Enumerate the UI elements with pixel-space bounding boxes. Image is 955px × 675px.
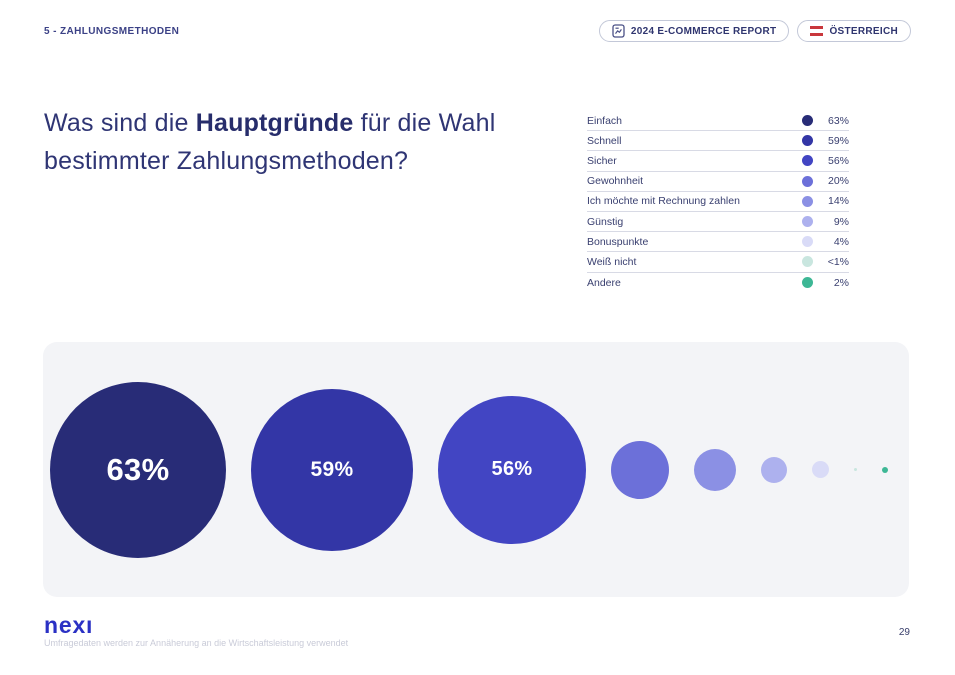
chart-panel: 63% 59% 56% bbox=[43, 342, 909, 597]
legend-label: Ich möchte mit Rechnung zahlen bbox=[587, 195, 740, 208]
legend-dot-icon bbox=[802, 236, 813, 248]
section-label: 5 - ZAHLUNGSMETHODEN bbox=[44, 25, 180, 37]
legend: Einfach 63% Schnell 59% Sicher 56% Gewohnheit 2… bbox=[587, 111, 849, 293]
legend-row: Sicher 56% bbox=[587, 151, 849, 172]
legend-row: Gewohnheit 20% bbox=[587, 172, 849, 192]
legend-row: Einfach 63% bbox=[587, 111, 849, 132]
report-badge-label: 2024 E-COMMERCE REPORT bbox=[630, 25, 777, 37]
page-number: 29 bbox=[898, 627, 910, 638]
legend-label: Schnell bbox=[587, 134, 622, 147]
legend-value: 56% bbox=[827, 154, 849, 167]
legend-row: Bonuspunkte 4% bbox=[587, 232, 849, 253]
legend-value: 14% bbox=[827, 195, 849, 208]
legend-label: Andere bbox=[587, 276, 621, 289]
legend-value: 59% bbox=[827, 134, 849, 147]
bubble-chart: 63% 59% 56% bbox=[43, 342, 909, 597]
legend-value: 2% bbox=[833, 276, 849, 289]
title-text: für die Wahl bbox=[353, 109, 496, 137]
legend-row: Weiß nicht <1% bbox=[587, 252, 849, 273]
bubble: 63% bbox=[50, 381, 226, 558]
austria-flag-icon bbox=[810, 26, 824, 36]
legend-dot-icon bbox=[802, 277, 813, 289]
page-title: Was sind die Hauptgründe für die Wahl bes… bbox=[44, 104, 584, 180]
legend-value: 9% bbox=[833, 215, 849, 228]
legend-row: Andere 2% bbox=[587, 273, 849, 293]
bubble: 59% bbox=[251, 388, 413, 551]
bubble bbox=[611, 440, 669, 499]
legend-dot-icon bbox=[802, 256, 813, 268]
legend-dot-icon bbox=[802, 135, 813, 147]
legend-dot-icon bbox=[802, 155, 813, 167]
header-badges: 2024 E-COMMERCE REPORT ÖSTERREICH bbox=[598, 20, 911, 42]
bubble: 56% bbox=[438, 395, 586, 544]
legend-label: Günstig bbox=[587, 215, 624, 228]
legend-label: Gewohnheit bbox=[587, 175, 644, 188]
legend-value: 63% bbox=[827, 114, 849, 127]
bubble bbox=[854, 468, 857, 471]
legend-row: Ich möchte mit Rechnung zahlen 14% bbox=[587, 192, 849, 212]
footer-disclaimer: Umfragedaten werden zur Annäherung an di… bbox=[44, 638, 349, 648]
title-text: bestimmter Zahlungsmethoden? bbox=[44, 147, 409, 175]
country-badge-label: ÖSTERREICH bbox=[829, 25, 898, 37]
legend-label: Sicher bbox=[587, 154, 617, 167]
legend-dot-icon bbox=[802, 195, 813, 207]
legend-row: Schnell 59% bbox=[587, 131, 849, 152]
top-bar: 5 - ZAHLUNGSMETHODEN 2024 E-COMMERCE REP… bbox=[44, 19, 911, 43]
country-badge[interactable]: ÖSTERREICH bbox=[797, 20, 911, 42]
legend-value: <1% bbox=[827, 255, 849, 268]
legend-value: 4% bbox=[833, 235, 849, 248]
report-document-icon bbox=[612, 24, 625, 38]
legend-row: Günstig 9% bbox=[587, 212, 849, 233]
legend-label: Bonuspunkte bbox=[587, 235, 649, 248]
title-text: Was sind die bbox=[44, 109, 196, 137]
bubble bbox=[761, 456, 787, 483]
legend-label: Weiß nicht bbox=[587, 255, 637, 268]
bubble bbox=[694, 448, 736, 491]
legend-dot-icon bbox=[802, 175, 813, 187]
legend-dot-icon bbox=[802, 115, 813, 127]
legend-value: 20% bbox=[827, 175, 849, 188]
title-bold-text: Hauptgründe bbox=[195, 109, 354, 137]
bubble bbox=[812, 461, 829, 478]
legend-label: Einfach bbox=[587, 114, 623, 127]
bubble bbox=[882, 466, 888, 473]
legend-dot-icon bbox=[802, 216, 813, 228]
report-badge[interactable]: 2024 E-COMMERCE REPORT bbox=[598, 20, 790, 42]
nexi-logo: nexı bbox=[44, 612, 94, 638]
